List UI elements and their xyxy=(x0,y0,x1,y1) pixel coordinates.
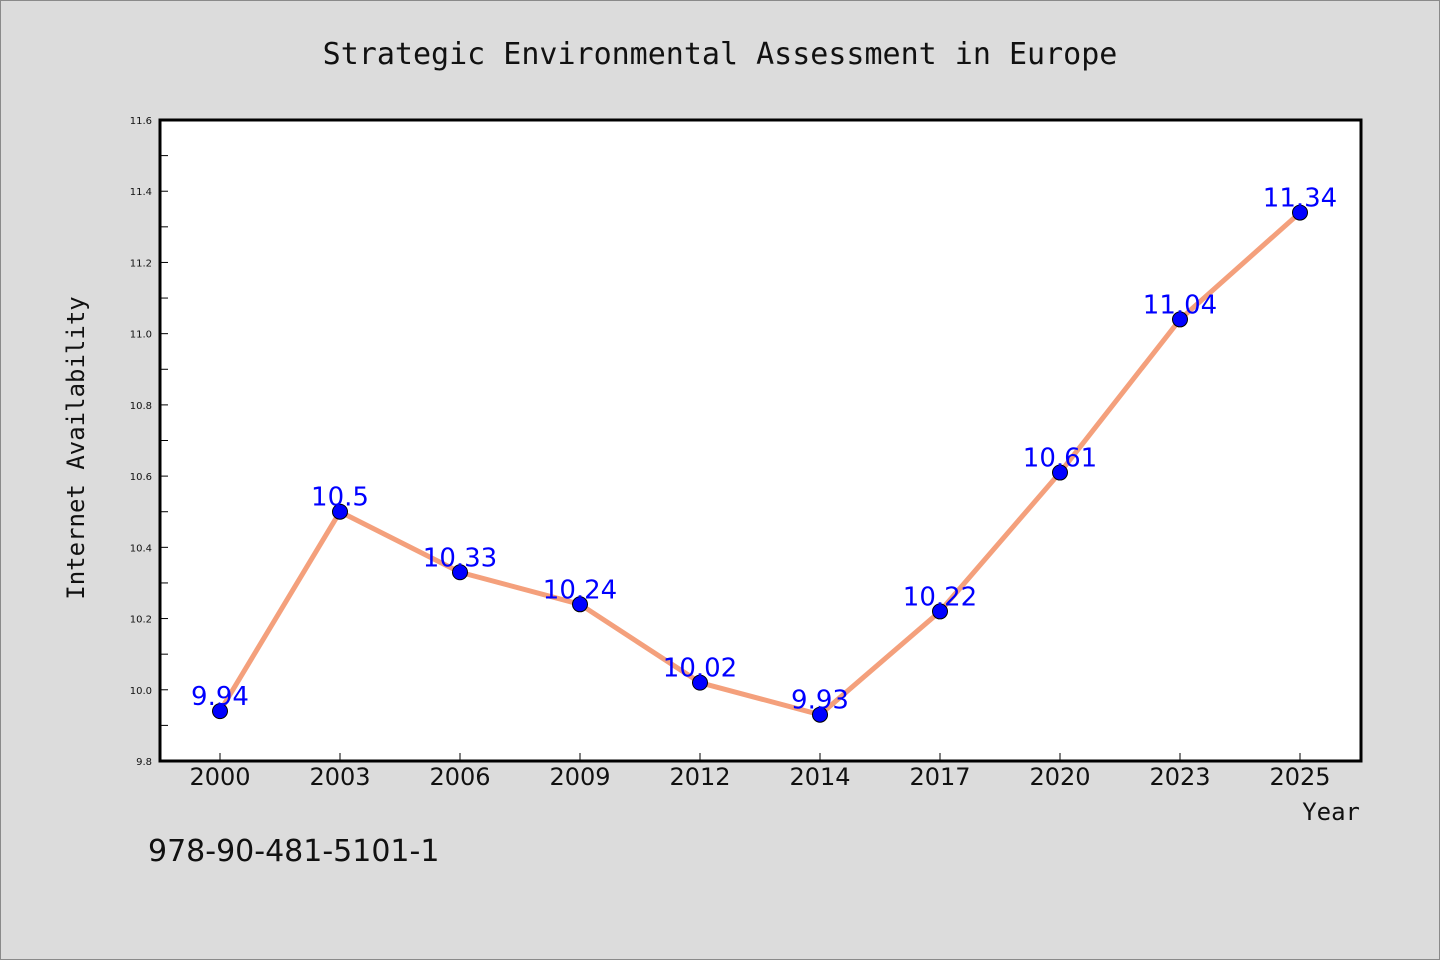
data-point xyxy=(692,674,708,691)
x-tick-label: 2006 xyxy=(429,763,490,791)
plot-area xyxy=(158,118,1363,763)
data-point xyxy=(572,596,588,613)
y-tick-label: 11.6 xyxy=(130,116,152,127)
data-label: 11.34 xyxy=(1263,184,1337,214)
y-tick-label: 11.4 xyxy=(130,187,152,198)
data-point xyxy=(1292,204,1308,221)
data-point xyxy=(212,703,228,720)
y-tick-label: 10.0 xyxy=(130,686,152,697)
data-label: 10.24 xyxy=(543,575,617,605)
data-label: 11.04 xyxy=(1143,290,1217,320)
y-tick-label: 10.6 xyxy=(130,472,152,483)
y-tick-label: 9.8 xyxy=(136,757,152,768)
series-line xyxy=(217,210,1303,718)
y-tick-label: 11.2 xyxy=(130,258,152,269)
series-markers xyxy=(212,204,1308,723)
y-axis: 9.8 10.0 10.2 10.4 10.6 10.8 11.0 11.2 11.4 11.6 xyxy=(130,116,168,768)
data-point xyxy=(1052,464,1068,481)
y-tick-label: 11.0 xyxy=(130,330,152,341)
y-axis-minor-ticks xyxy=(160,155,168,726)
x-tick-label: 2017 xyxy=(909,763,970,791)
y-tick-label: 10.8 xyxy=(130,401,152,412)
data-label: 10.33 xyxy=(423,543,497,573)
x-axis-title: Year xyxy=(1302,798,1360,826)
isbn-text: 978-90-481-5101-1 xyxy=(148,834,440,869)
data-point xyxy=(1172,311,1188,328)
x-tick-label: 2012 xyxy=(669,763,730,791)
y-tick-label: 10.2 xyxy=(130,615,152,626)
data-point xyxy=(812,706,828,723)
x-tick-label: 2014 xyxy=(789,763,850,791)
data-point xyxy=(332,503,348,520)
data-label: 10.61 xyxy=(1023,444,1097,474)
chart-title: Strategic Environmental Assessment in Eu… xyxy=(323,37,1118,72)
x-axis: 2000 2003 2006 2009 2012 2014 2017 2020 2023 2025 xyxy=(189,753,1331,791)
data-labels: 9.94 10.5 10.33 10.24 10.02 9.93 10.22 10.61 11.… xyxy=(191,184,1337,716)
data-label: 10.02 xyxy=(663,654,737,684)
x-tick-label: 2003 xyxy=(309,763,370,791)
data-label: 10.22 xyxy=(903,582,977,612)
x-tick-label: 2023 xyxy=(1149,763,1210,791)
x-tick-label: 2009 xyxy=(549,763,610,791)
data-point xyxy=(932,603,948,620)
x-tick-label: 2000 xyxy=(189,763,250,791)
x-tick-label: 2020 xyxy=(1029,763,1090,791)
data-label: 9.94 xyxy=(191,682,249,712)
y-axis-title: Internet Availability xyxy=(62,296,90,599)
data-label: 10.5 xyxy=(311,483,369,513)
x-tick-label: 2025 xyxy=(1269,763,1330,791)
data-label: 9.93 xyxy=(791,686,849,716)
data-point xyxy=(452,564,468,581)
y-tick-label: 10.4 xyxy=(130,543,152,554)
